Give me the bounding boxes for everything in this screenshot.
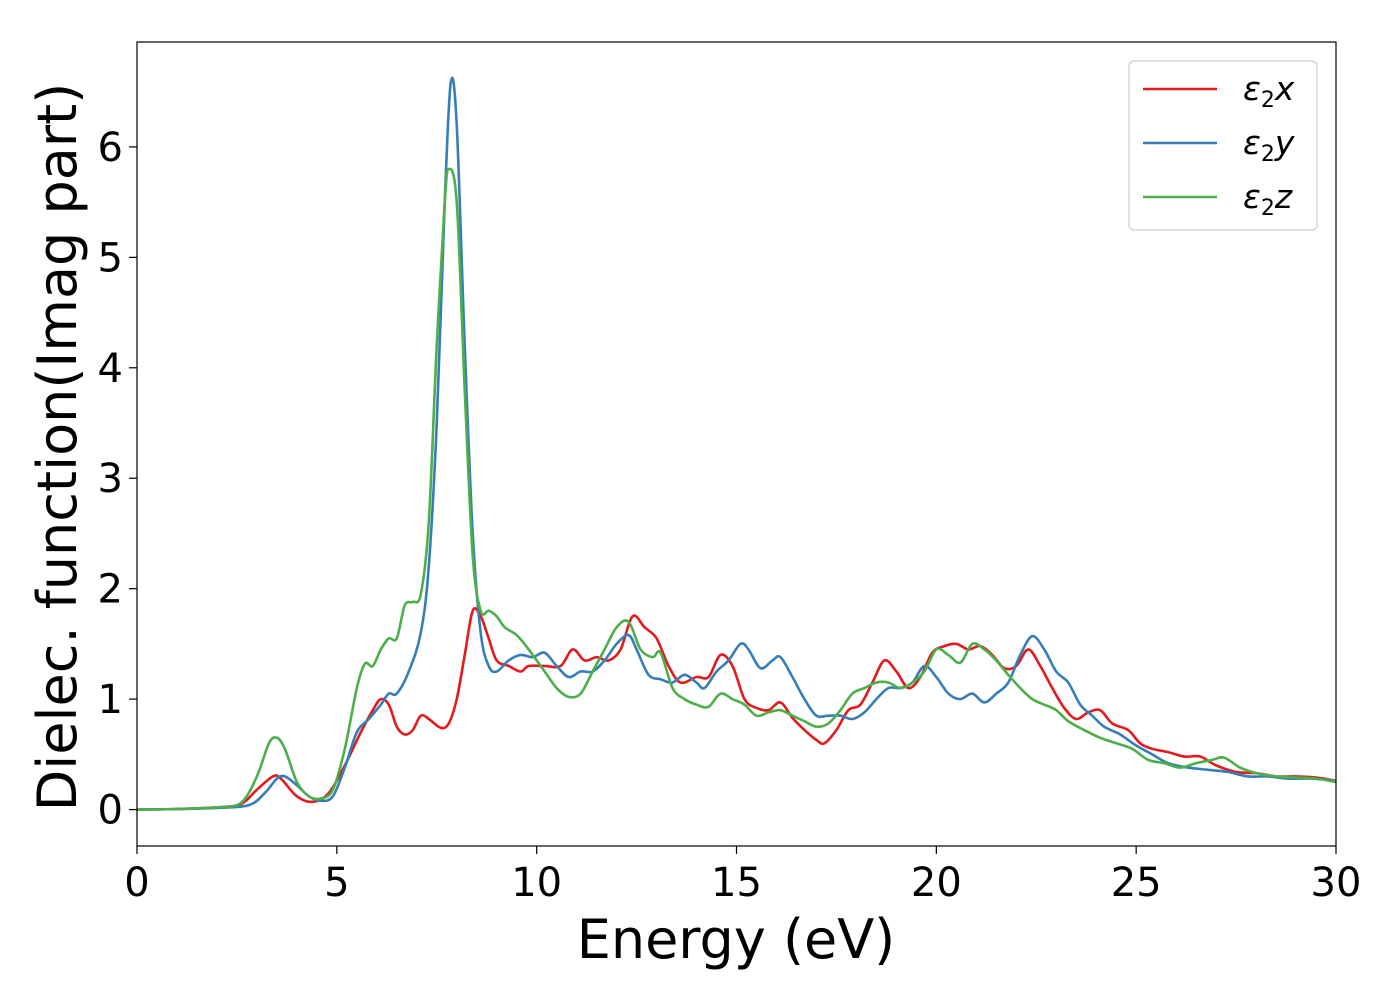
x-tick-label: 10 xyxy=(511,860,562,906)
y-tick-label: 2 xyxy=(98,567,123,613)
series-line-z xyxy=(137,167,1336,811)
legend-label-z: ε2z xyxy=(1243,177,1293,221)
y-tick-label: 6 xyxy=(98,125,123,171)
y-tick-label: 5 xyxy=(98,235,123,281)
x-tick-label: 20 xyxy=(911,860,962,906)
legend-box xyxy=(1128,60,1318,231)
x-axis-title: Energy (eV) xyxy=(577,908,896,971)
x-tick-label: 30 xyxy=(1311,860,1362,906)
series-line-y xyxy=(137,76,1336,811)
x-tick-label: 15 xyxy=(711,860,762,906)
y-axis-title: Dielec. function(Imag part) xyxy=(26,83,89,812)
legend-label-x: ε2x xyxy=(1243,69,1295,113)
y-tick-label: 4 xyxy=(98,346,123,392)
legend-label-y: ε2y xyxy=(1243,123,1295,167)
x-tick-label: 5 xyxy=(324,860,349,906)
x-tick-label: 25 xyxy=(1111,860,1162,906)
series-layer xyxy=(137,76,1336,811)
axes-layer: 0 5 10 15 20 25 30 0 1 2 3 4 5 6 xyxy=(98,41,1362,906)
y-tick-label: 0 xyxy=(98,788,123,834)
legend: ε2x ε2y ε2z xyxy=(1128,60,1318,231)
y-tick-label: 3 xyxy=(98,456,123,502)
x-tick-label: 0 xyxy=(124,860,149,906)
y-tick-label: 1 xyxy=(98,677,123,723)
